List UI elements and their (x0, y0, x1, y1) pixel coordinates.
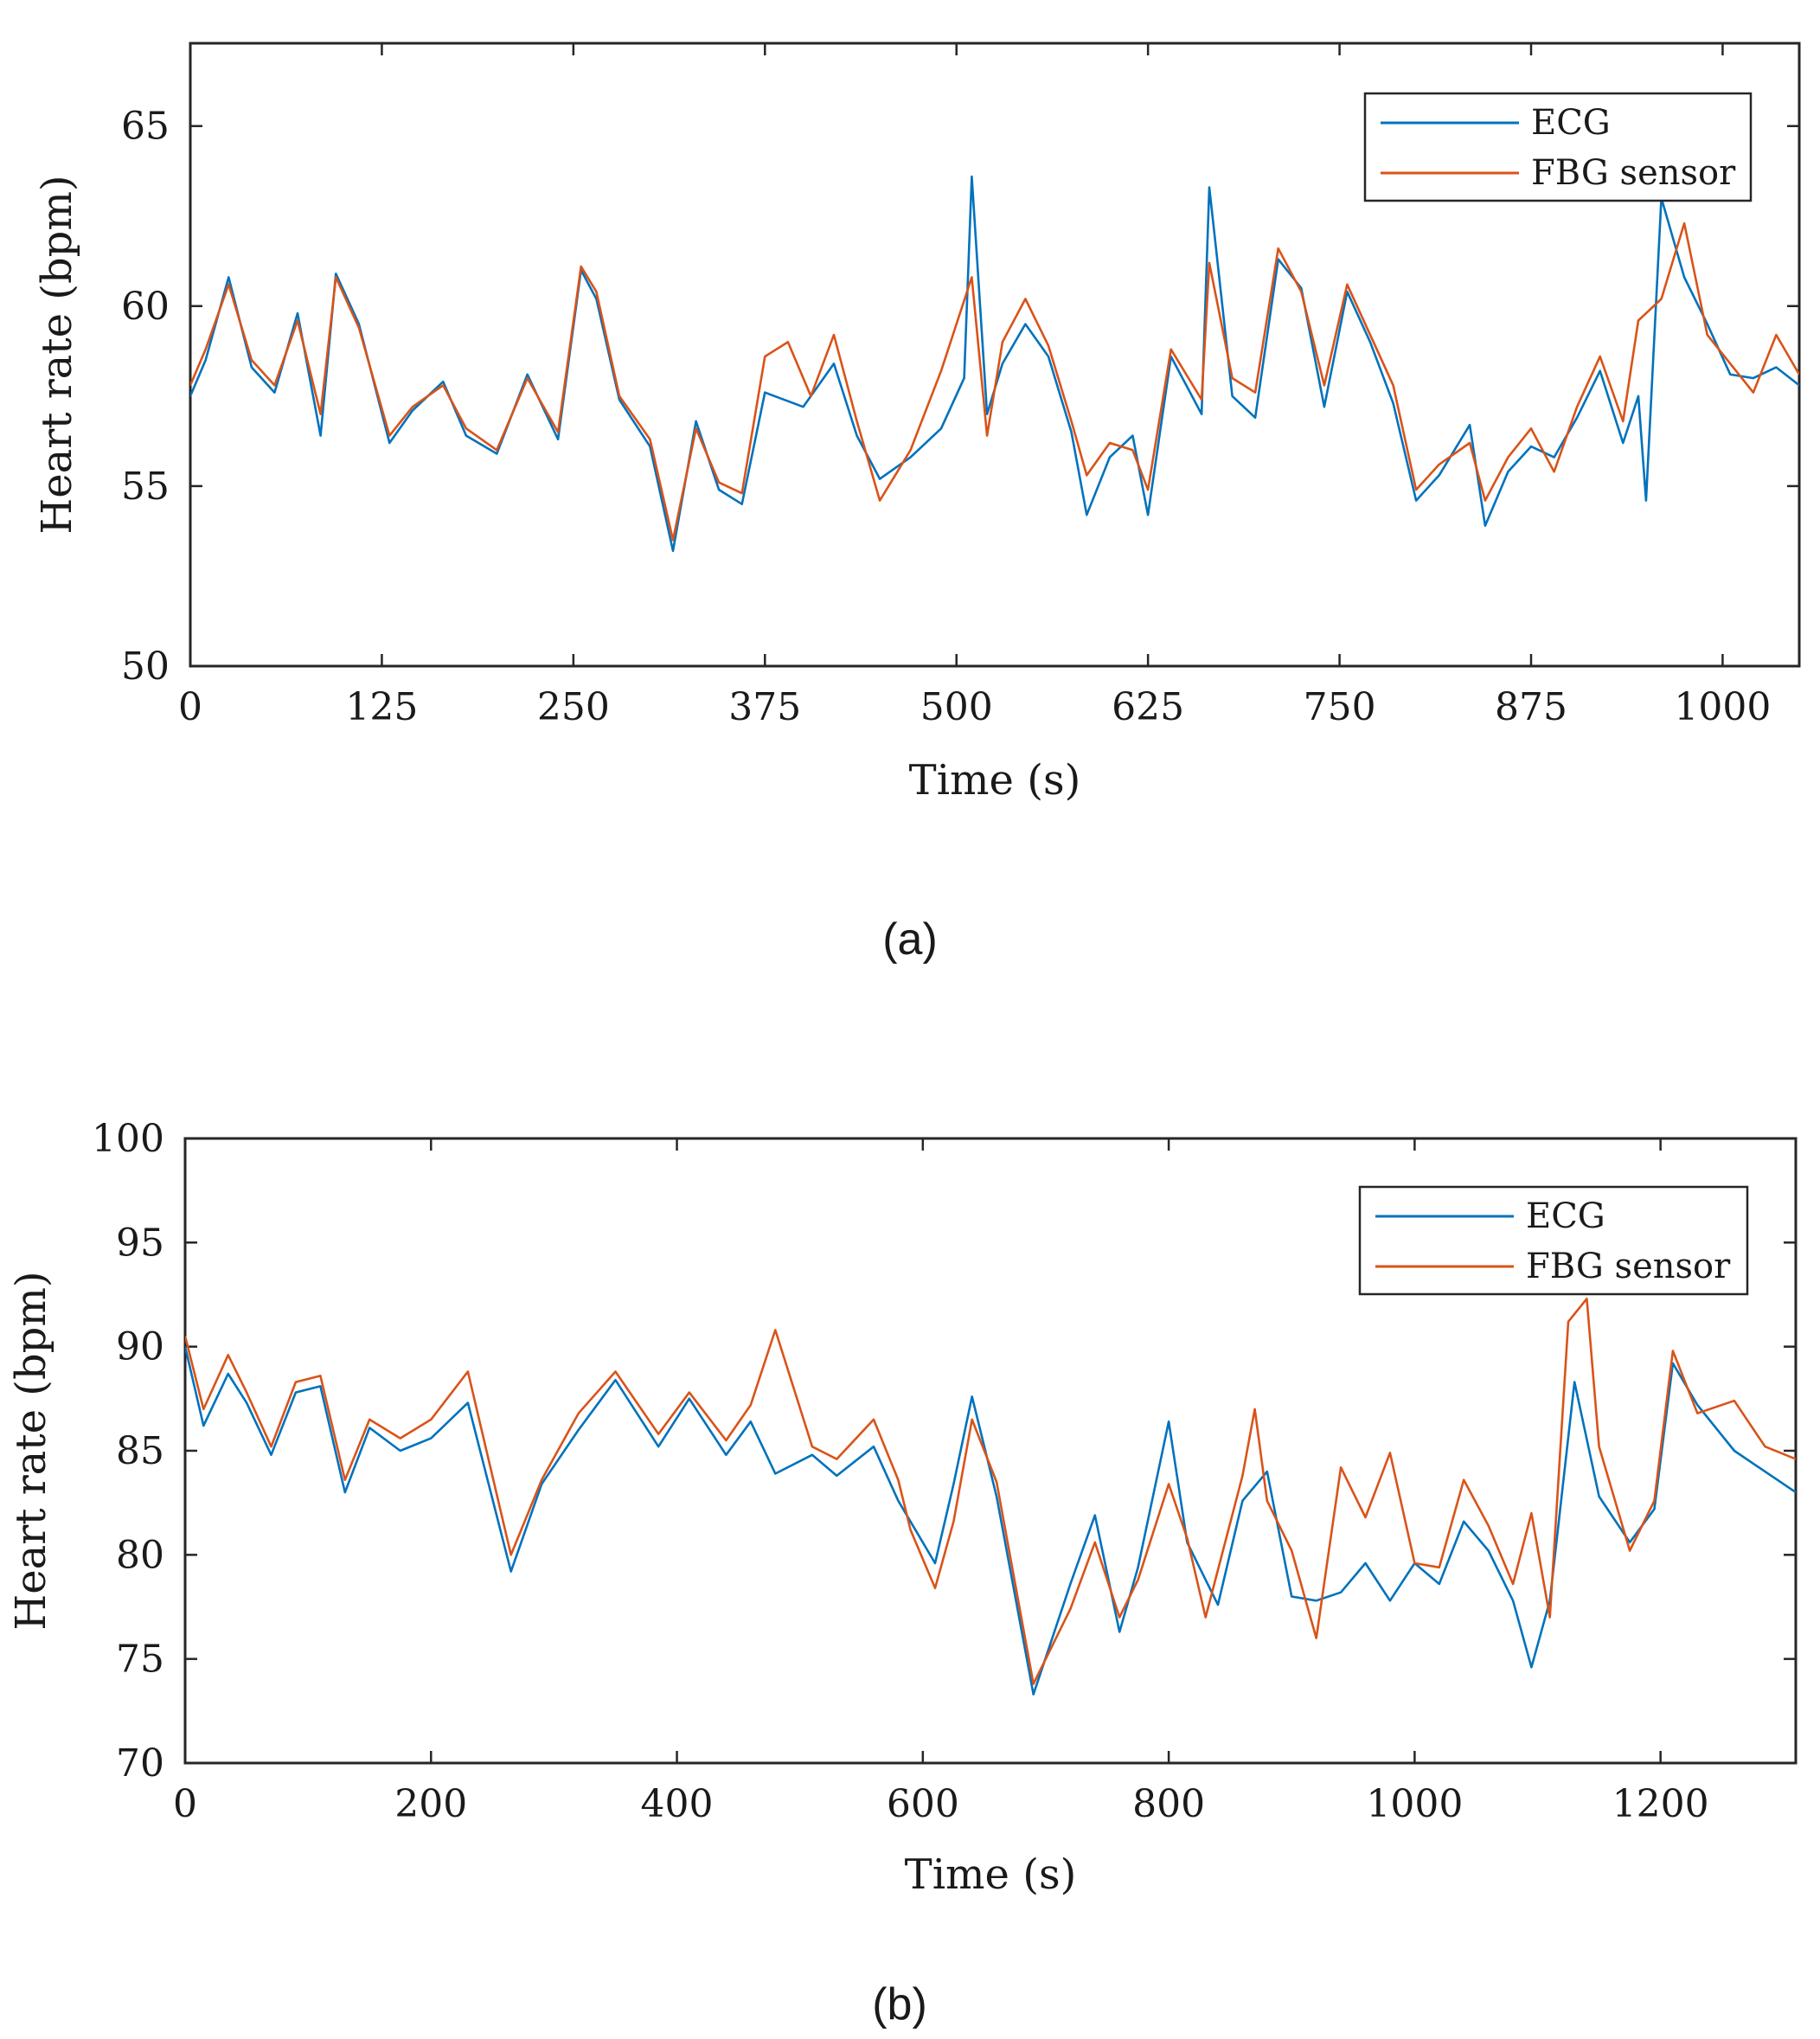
chart-panel-b: 0 200 400 600 800 1000 1200 70 75 80 85 90 95 100 Time… (7, 1117, 1798, 2029)
x-tick-label: 875 (1495, 685, 1567, 729)
y-tick-label: 95 (116, 1221, 164, 1265)
legend-label: ECG (1526, 1196, 1605, 1236)
x-tick-label: 750 (1304, 685, 1376, 729)
legend: ECG FBG sensor (1358, 1185, 1749, 1296)
series-group (185, 1298, 1796, 1696)
x-tick-label: 625 (1112, 685, 1184, 729)
x-tick-label: 1200 (1612, 1782, 1709, 1826)
y-tick-label: 100 (92, 1117, 164, 1161)
x-tick-label: 250 (537, 685, 610, 729)
y-tick-label: 90 (116, 1325, 164, 1369)
figure-caption: (b) (872, 1979, 927, 2029)
series-line-fbg-sensor (190, 221, 1799, 542)
y-tick-label: 75 (116, 1638, 164, 1682)
legend-label: ECG (1531, 103, 1611, 143)
legend-label: FBG sensor (1526, 1247, 1731, 1286)
x-axis-label: Time (s) (909, 756, 1081, 805)
y-tick-label: 85 (116, 1429, 164, 1473)
x-axis-label: Time (s) (905, 1850, 1077, 1899)
x-tick-label: 500 (920, 685, 993, 729)
series-line-fbg-sensor (185, 1298, 1796, 1685)
x-tick-label: 375 (728, 685, 801, 729)
chart-panel-a: 0 125 250 375 500 625 750 875 1000 50 55 60 65 Time (… (33, 42, 1801, 965)
x-tick-label: 600 (887, 1782, 959, 1826)
y-axis-label: Heart rate (bpm) (33, 175, 81, 534)
series-line-ecg (185, 1346, 1796, 1696)
y-tick-label: 70 (116, 1741, 164, 1786)
figure-caption: (a) (882, 914, 938, 965)
y-tick-label: 80 (116, 1533, 164, 1577)
x-tick-label: 1000 (1674, 685, 1771, 729)
x-tick-label: 400 (641, 1782, 714, 1826)
plot-frame (189, 42, 1801, 668)
x-tick-label: 125 (345, 685, 418, 729)
legend-label: FBG sensor (1531, 153, 1736, 193)
legend-box (1363, 92, 1753, 202)
legend-box (1358, 1185, 1749, 1296)
series-line-ecg (190, 175, 1799, 553)
series-group (190, 175, 1799, 553)
y-tick-label: 65 (121, 105, 170, 149)
y-tick-label: 50 (121, 644, 170, 689)
x-tick-label: 1000 (1366, 1782, 1463, 1826)
x-tick-label: 0 (173, 1782, 197, 1826)
x-tick-label: 200 (394, 1782, 467, 1826)
x-tick-label: 800 (1132, 1782, 1205, 1826)
x-tick-label: 0 (178, 685, 202, 729)
legend: ECG FBG sensor (1363, 92, 1753, 202)
y-axis-label: Heart rate (bpm) (7, 1271, 55, 1630)
y-tick-label: 60 (121, 285, 170, 329)
y-tick-label: 55 (121, 465, 170, 509)
